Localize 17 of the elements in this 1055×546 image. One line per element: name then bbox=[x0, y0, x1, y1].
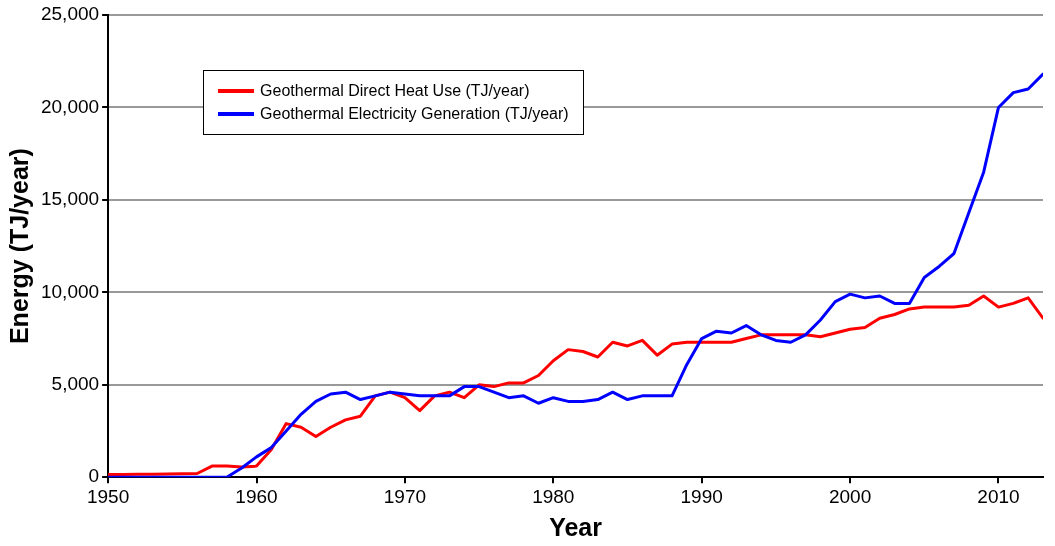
y-tick-label: 15,000 bbox=[40, 188, 100, 210]
legend-label: Geothermal Direct Heat Use (TJ/year) bbox=[260, 82, 530, 100]
y-tick-label: 5,000 bbox=[51, 372, 100, 394]
x-tick-label: 1960 bbox=[235, 485, 278, 507]
x-tick-label: 2000 bbox=[828, 485, 872, 507]
y-tick-label: 0 bbox=[88, 465, 100, 487]
x-tick-label: 2010 bbox=[977, 485, 1020, 507]
x-tick-label: 1990 bbox=[680, 485, 723, 507]
legend-label: Geothermal Electricity Generation (TJ/year) bbox=[260, 105, 569, 123]
x-axis-title: Year bbox=[549, 512, 603, 541]
y-axis-title: Energy (TJ/year) bbox=[4, 148, 33, 345]
y-tick-label: 20,000 bbox=[40, 95, 100, 117]
x-tick-label: 1980 bbox=[532, 485, 575, 507]
x-tick-label: 1950 bbox=[86, 485, 130, 507]
y-tick-label: 10,000 bbox=[40, 280, 100, 302]
x-tick-label: 1970 bbox=[383, 485, 427, 507]
y-tick-label: 25,000 bbox=[40, 3, 100, 25]
